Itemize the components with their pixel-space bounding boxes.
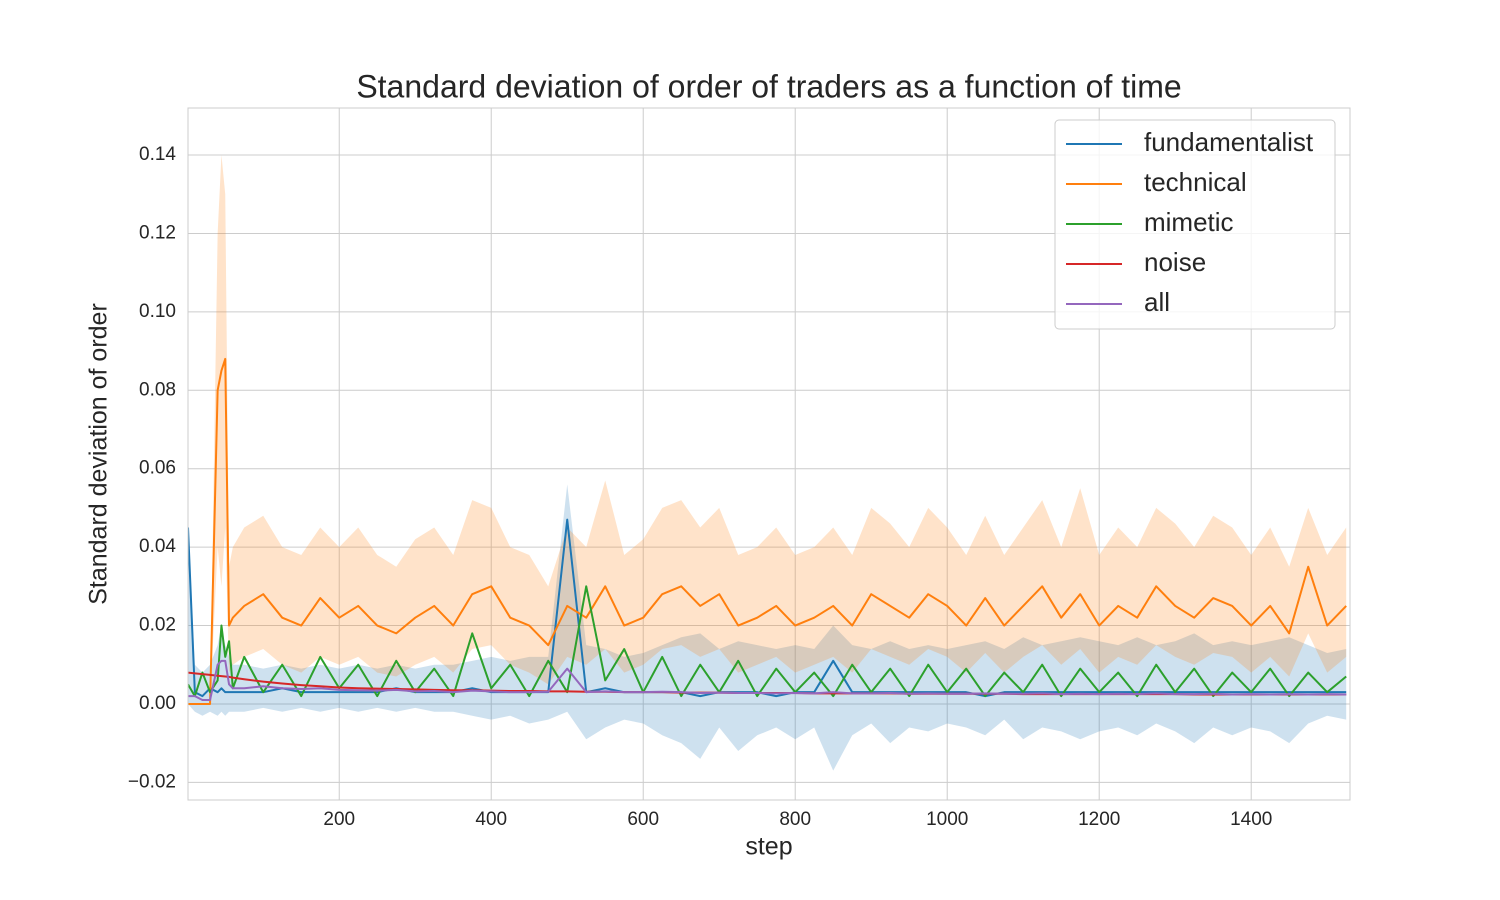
y-tick-label: 0.00 [139, 693, 176, 714]
legend-box [1054, 119, 1336, 330]
y-axis-label: Standard deviation of order [85, 303, 113, 605]
plot-area [188, 155, 1347, 771]
legend-label: technical [1144, 167, 1247, 197]
chart-title: Standard deviation of order of traders a… [356, 68, 1181, 104]
x-tick-label: 1000 [926, 809, 968, 830]
x-axis-label: step [745, 833, 792, 861]
y-tick-label: 0.14 [139, 144, 176, 165]
series-line [188, 585, 1347, 698]
y-tick-label: 0.06 [139, 458, 176, 479]
y-tick-label: 0.12 [139, 222, 176, 243]
y-tick-label: 0.02 [139, 615, 176, 636]
legend-label: fundamentalist [1144, 127, 1314, 157]
legend-label: mimetic [1144, 207, 1234, 237]
confidence-band [188, 484, 1347, 771]
plot-frame [187, 107, 1351, 801]
y-tick-label: −0.02 [128, 771, 176, 792]
series-line [188, 357, 1347, 705]
y-tick-label: 0.08 [139, 379, 176, 400]
x-tick-label: 200 [323, 809, 355, 830]
confidence-band [188, 155, 1347, 704]
x-tick-label: 1400 [1230, 809, 1272, 830]
y-tick-label: 0.04 [139, 536, 176, 557]
x-tick-label: 600 [627, 809, 659, 830]
x-tick-label: 800 [779, 809, 811, 830]
series-line [188, 659, 1347, 702]
legend-label: all [1144, 287, 1170, 317]
y-tick-label: 0.10 [139, 301, 176, 322]
legend-label: noise [1144, 247, 1206, 277]
x-tick-label: 400 [475, 809, 507, 830]
x-tick-label: 1200 [1078, 809, 1120, 830]
